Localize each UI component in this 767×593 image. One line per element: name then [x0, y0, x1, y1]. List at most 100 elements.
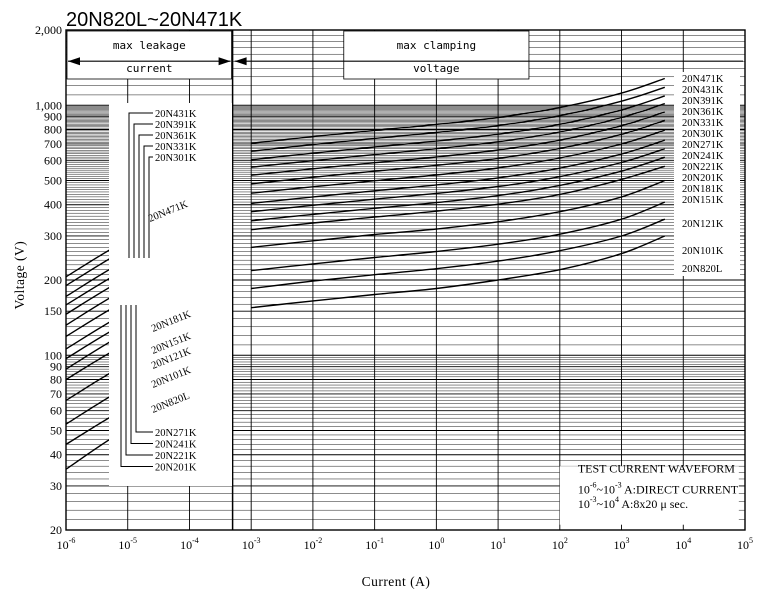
y-tick-label: 20 [50, 523, 62, 537]
leakage-label-line1: max leakage [113, 39, 186, 52]
right-label: 20N121K [682, 219, 724, 230]
x-tick-label: 105 [737, 536, 753, 552]
right-label: 20N151K [682, 195, 724, 206]
curve-clamp-20n221k [251, 148, 666, 213]
y-tick-label: 50 [50, 424, 62, 438]
curve-clamp-20n271k [251, 129, 666, 194]
y-tick-label: 150 [44, 304, 62, 318]
x-tick-label: 101 [490, 536, 506, 552]
x-tick-label: 10-6 [57, 536, 76, 552]
clamping-label-line1: max clamping [397, 39, 476, 52]
y-tick-label: 90 [50, 360, 62, 374]
right-label: 20N471K [682, 74, 724, 85]
chart-title: 20N820L~20N471K [66, 9, 243, 31]
x-tick-label: 103 [614, 536, 630, 552]
arrowhead-left [68, 57, 80, 66]
arrowhead-right [218, 57, 231, 66]
y-tick-label: 40 [50, 448, 62, 462]
y-tick-label: 700 [44, 137, 62, 151]
curve-clamp-20n301k [251, 119, 666, 185]
y-tick-label: 60 [50, 404, 62, 418]
inner-label: 20N361K [155, 131, 197, 142]
x-tick-label: 10-3 [242, 536, 261, 552]
right-label: 20N820L [682, 264, 722, 275]
inner-label: 20N241K [155, 440, 197, 451]
y-tick-label: 500 [44, 174, 62, 188]
leader-line [120, 305, 153, 467]
y-tick-label: 80 [50, 372, 62, 386]
y-tick-label: 300 [44, 229, 62, 243]
y-tick-label: 900 [44, 110, 62, 124]
note-line-2: 10-3~104 A:8x20 μ sec. [578, 495, 688, 511]
inner-label: 20N431K [155, 109, 197, 120]
inner-label: 20N201K [155, 463, 197, 474]
inner-label: 20N221K [155, 451, 197, 462]
right-label: 20N301K [682, 129, 724, 140]
plot-frame [65, 29, 746, 531]
test-waveform-note: TEST CURRENT WAVEFORM 10-6~10-3 A:DIRECT … [559, 461, 739, 525]
right-label: 20N221K [682, 162, 724, 173]
x-tick-label: 10-4 [180, 536, 199, 552]
right-label: 20N101K [682, 246, 724, 257]
curve-clamp-20n121k [251, 201, 666, 272]
inner-label: 20N271K [155, 428, 197, 439]
note-backdrop [559, 466, 739, 525]
curve-clamp-20n471k [251, 77, 666, 144]
curve-clamp-20n391k [251, 95, 666, 161]
y-tick-label: 200 [44, 273, 62, 287]
curve-clamp-20n331k [251, 111, 666, 176]
right-label-panel [674, 72, 740, 276]
leader-line [128, 112, 153, 258]
clamping-label-line2: voltage [413, 62, 459, 75]
series-labels: 20N431K20N391K20N361K20N331K20N301K20N27… [109, 72, 740, 486]
x-tick-label: 104 [675, 536, 691, 552]
curve-clamp-20n151k [251, 179, 666, 249]
curve-clamp-20n201k [251, 156, 666, 222]
x-tick-label: 10-5 [118, 536, 137, 552]
y-tick-label: 1,000 [35, 98, 62, 112]
right-label: 20N271K [682, 140, 724, 151]
leader-line [125, 305, 153, 456]
right-label: 20N331K [682, 118, 724, 129]
x-tick-label: 102 [552, 536, 568, 552]
right-label: 20N361K [682, 107, 724, 118]
leader-line [148, 156, 153, 258]
x-tick-label: 100 [428, 536, 444, 552]
right-label: 20N431K [682, 85, 724, 96]
y-tick-label: 70 [50, 387, 62, 401]
right-label: 20N391K [682, 96, 724, 107]
right-label: 20N241K [682, 151, 724, 162]
curve-clamp-20n101k [251, 218, 666, 290]
leader-line [133, 123, 153, 258]
clamping-box [343, 30, 530, 80]
region-annotations: max leakage current max clamping voltage [66, 30, 743, 530]
note-heading: TEST CURRENT WAVEFORM [578, 461, 735, 475]
inner-label: 20N301K [155, 153, 197, 164]
y-axis-label: Voltage (V) [12, 241, 27, 310]
y-tick-label: 400 [44, 198, 62, 212]
leader-line [138, 134, 153, 258]
x-axis-label: Current (A) [362, 574, 431, 589]
arrowhead-left [234, 57, 247, 66]
curve-clamp-20n181k [251, 165, 666, 231]
x-tick-label: 10-1 [365, 536, 384, 552]
inner-label: 20N331K [155, 142, 197, 153]
inner-label: 20N391K [155, 120, 197, 131]
y-tick-label: 600 [44, 154, 62, 168]
leader-line [130, 305, 153, 444]
leakage-box [66, 30, 233, 80]
y-tick-label: 800 [44, 122, 62, 136]
right-label: 20N201K [682, 173, 724, 184]
right-label: 20N181K [682, 184, 724, 195]
curve-clamp-20n820l [251, 235, 666, 309]
curve-clamp-20n241k [251, 139, 666, 205]
curve-clamp-20n431k [251, 86, 666, 152]
y-tick-label: 30 [50, 479, 62, 493]
x-tick-label: 10-2 [304, 536, 323, 552]
y-tick-label: 2,000 [35, 23, 62, 37]
curve-clamp-20n361k [251, 102, 666, 168]
leakage-label-line2: current [126, 62, 172, 75]
note-line-1: 10-6~10-3 A:DIRECT CURRENT [578, 480, 739, 496]
